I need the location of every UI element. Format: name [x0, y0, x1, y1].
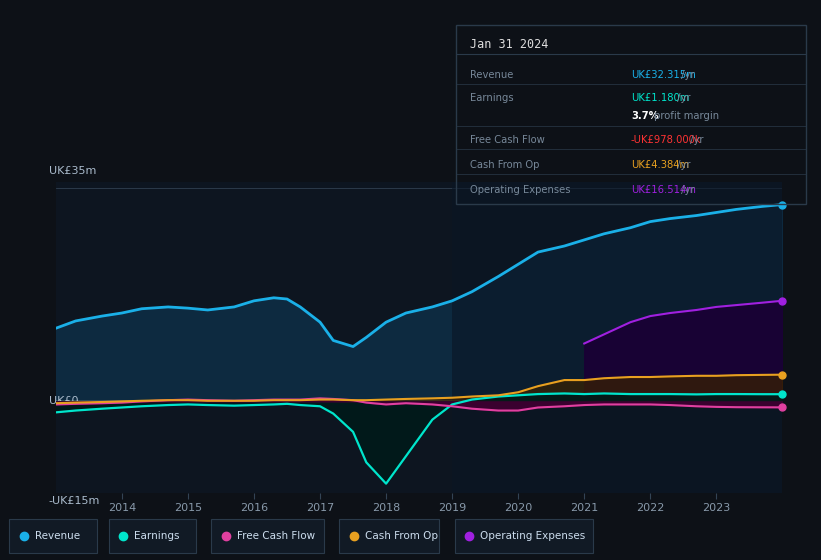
Text: UK£16.514m: UK£16.514m: [631, 185, 696, 195]
Text: /yr: /yr: [674, 160, 690, 170]
Text: UK£4.384m: UK£4.384m: [631, 160, 689, 170]
Text: Cash From Op: Cash From Op: [470, 160, 539, 170]
Text: UK£35m: UK£35m: [48, 166, 96, 176]
Text: UK£0: UK£0: [48, 396, 78, 407]
Bar: [211, 520, 324, 553]
Text: Revenue: Revenue: [470, 70, 513, 80]
Text: Revenue: Revenue: [35, 531, 80, 541]
Bar: [108, 520, 196, 553]
Text: Cash From Op: Cash From Op: [365, 531, 438, 541]
Text: /yr: /yr: [678, 70, 695, 80]
Bar: [10, 520, 97, 553]
Text: -UK£15m: -UK£15m: [48, 496, 100, 506]
Text: UK£1.180m: UK£1.180m: [631, 94, 690, 103]
Bar: [339, 520, 439, 553]
Text: Operating Expenses: Operating Expenses: [480, 531, 585, 541]
Text: profit margin: profit margin: [651, 111, 719, 121]
Text: Earnings: Earnings: [135, 531, 180, 541]
Text: Free Cash Flow: Free Cash Flow: [470, 134, 544, 144]
Bar: [452, 182, 782, 493]
Bar: [455, 520, 593, 553]
Text: /yr: /yr: [678, 185, 695, 195]
Text: /yr: /yr: [674, 94, 690, 103]
Text: /yr: /yr: [687, 134, 704, 144]
Text: Jan 31 2024: Jan 31 2024: [470, 38, 548, 51]
Text: UK£32.315m: UK£32.315m: [631, 70, 695, 80]
Text: -UK£978.000k: -UK£978.000k: [631, 134, 702, 144]
Text: Free Cash Flow: Free Cash Flow: [236, 531, 315, 541]
Text: 3.7%: 3.7%: [631, 111, 658, 121]
Text: Earnings: Earnings: [470, 94, 513, 103]
Text: Operating Expenses: Operating Expenses: [470, 185, 570, 195]
